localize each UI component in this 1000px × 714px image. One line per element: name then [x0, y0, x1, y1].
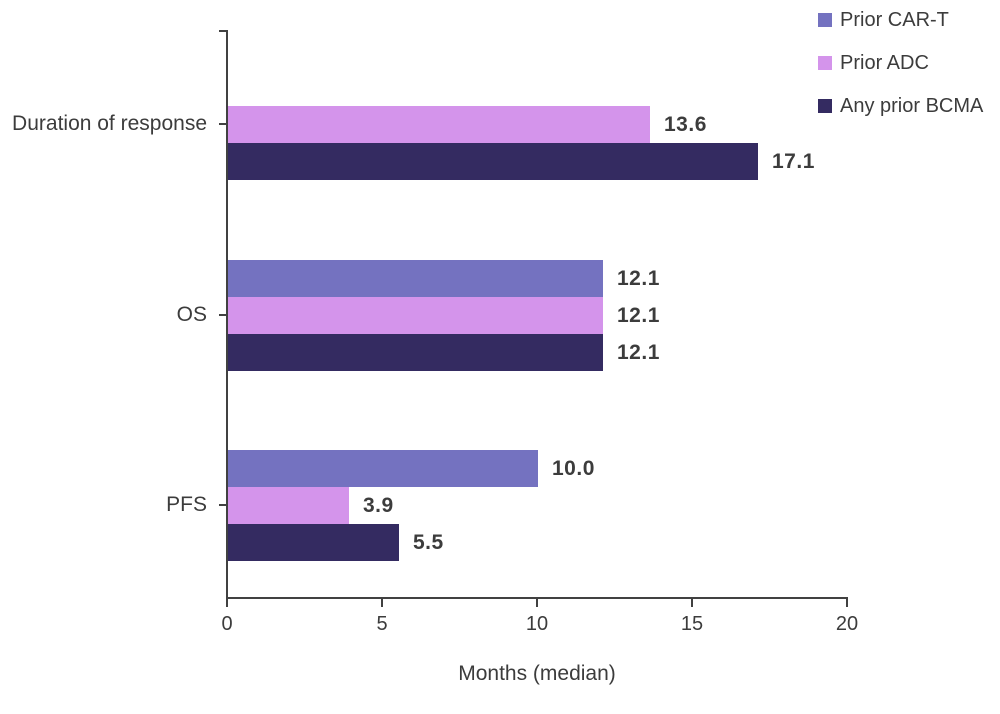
x-axis-tick	[381, 599, 383, 607]
x-axis-line	[226, 597, 848, 599]
bar-prior-car-t-os	[228, 259, 603, 297]
legend-item-any-prior-bcma: Any prior BCMA	[818, 94, 983, 118]
bar-any-prior-bcma-os	[228, 333, 603, 371]
legend-item-prior-car-t: Prior CAR-T	[818, 8, 983, 32]
bar-value-label: 12.1	[617, 340, 660, 364]
bar-prior-adc-pfs	[228, 486, 349, 524]
bar-prior-car-t-pfs	[228, 449, 538, 487]
legend-item-prior-adc: Prior ADC	[818, 51, 983, 75]
bar-any-prior-bcma-pfs	[228, 523, 399, 561]
legend-swatch-icon	[818, 56, 832, 70]
y-axis-tick	[219, 123, 227, 125]
x-axis-tick-label: 5	[376, 613, 388, 635]
bar-value-label: 3.9	[363, 493, 394, 517]
category-label-pfs: PFS	[166, 493, 207, 516]
y-axis-tick	[219, 504, 227, 506]
category-label-os: OS	[176, 303, 207, 326]
y-axis-line	[226, 30, 228, 599]
bar-value-label: 12.1	[617, 303, 660, 327]
x-axis-tick-label: 15	[680, 613, 704, 635]
x-axis-tick	[846, 599, 848, 607]
x-axis-tick-label: 0	[221, 613, 233, 635]
bar-value-label: 12.1	[617, 266, 660, 290]
bar-value-label: 13.6	[664, 112, 707, 136]
x-axis-tick-label: 10	[525, 613, 549, 635]
legend-swatch-icon	[818, 13, 832, 27]
x-axis-tick	[536, 599, 538, 607]
legend: Prior CAR-T Prior ADC Any prior BCMA	[818, 8, 983, 118]
category-label-duration-of-response: Duration of response	[12, 112, 207, 135]
legend-swatch-icon	[818, 99, 832, 113]
bar-any-prior-bcma-duration-of-response	[228, 142, 758, 180]
x-axis-tick-label: 20	[835, 613, 859, 635]
x-axis-tick	[691, 599, 693, 607]
y-axis-top-tick	[219, 30, 227, 32]
bar-prior-adc-os	[228, 296, 603, 334]
legend-label: Prior ADC	[840, 52, 929, 74]
y-axis-tick	[219, 314, 227, 316]
bar-value-label: 17.1	[772, 149, 815, 173]
bar-value-label: 5.5	[413, 530, 444, 554]
legend-label: Prior CAR-T	[840, 9, 949, 31]
bar-value-label: 10.0	[552, 456, 595, 480]
bar-prior-adc-duration-of-response	[228, 105, 650, 143]
legend-label: Any prior BCMA	[840, 95, 984, 117]
x-axis-tick	[226, 599, 228, 607]
x-axis-title: Months (median)	[458, 662, 616, 685]
